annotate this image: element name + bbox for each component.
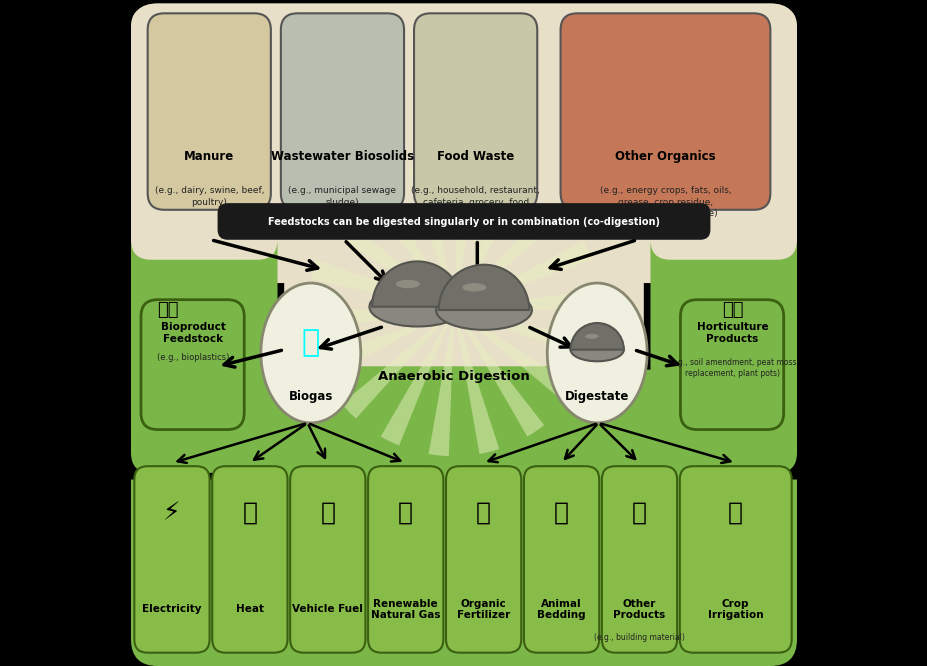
Ellipse shape bbox=[585, 334, 598, 339]
FancyBboxPatch shape bbox=[650, 226, 796, 473]
FancyBboxPatch shape bbox=[134, 466, 210, 653]
Text: Biogas: Biogas bbox=[288, 390, 333, 403]
Text: Wastewater Biosolids: Wastewater Biosolids bbox=[271, 150, 413, 163]
Wedge shape bbox=[453, 310, 499, 454]
Ellipse shape bbox=[369, 287, 464, 326]
Ellipse shape bbox=[570, 338, 623, 361]
Wedge shape bbox=[372, 262, 463, 306]
Wedge shape bbox=[316, 310, 453, 378]
FancyBboxPatch shape bbox=[217, 203, 710, 240]
Wedge shape bbox=[453, 310, 597, 360]
Text: Animal
Bedding: Animal Bedding bbox=[537, 599, 585, 620]
Ellipse shape bbox=[462, 283, 486, 292]
FancyBboxPatch shape bbox=[131, 366, 796, 666]
Text: 🌱🪴: 🌱🪴 bbox=[721, 300, 743, 319]
Wedge shape bbox=[453, 289, 600, 310]
FancyBboxPatch shape bbox=[212, 466, 287, 653]
Text: 🔥: 🔥 bbox=[242, 501, 257, 525]
Text: Vehicle Fuel: Vehicle Fuel bbox=[292, 604, 362, 615]
Text: 🏭: 🏭 bbox=[398, 501, 413, 525]
Text: 🚛: 🚛 bbox=[320, 501, 335, 525]
FancyBboxPatch shape bbox=[650, 7, 796, 260]
FancyBboxPatch shape bbox=[679, 466, 791, 653]
Wedge shape bbox=[307, 310, 453, 330]
Wedge shape bbox=[453, 163, 479, 310]
Wedge shape bbox=[453, 310, 578, 404]
Text: Organic
Fertilizer: Organic Fertilizer bbox=[456, 599, 510, 620]
FancyBboxPatch shape bbox=[602, 466, 677, 653]
FancyBboxPatch shape bbox=[131, 7, 277, 260]
Text: Digestate: Digestate bbox=[565, 390, 629, 403]
Ellipse shape bbox=[547, 283, 646, 423]
Polygon shape bbox=[643, 186, 796, 480]
FancyBboxPatch shape bbox=[560, 13, 769, 210]
FancyBboxPatch shape bbox=[290, 466, 365, 653]
Wedge shape bbox=[363, 182, 453, 310]
Text: (e.g., bioplastics): (e.g., bioplastics) bbox=[157, 353, 229, 362]
Ellipse shape bbox=[396, 280, 419, 288]
FancyBboxPatch shape bbox=[141, 300, 244, 430]
Text: Anaerobic Digestion: Anaerobic Digestion bbox=[377, 370, 529, 383]
Wedge shape bbox=[453, 310, 543, 437]
Text: (e.g., municipal sewage
sludge): (e.g., municipal sewage sludge) bbox=[288, 186, 396, 206]
FancyBboxPatch shape bbox=[147, 13, 271, 210]
FancyBboxPatch shape bbox=[237, 370, 690, 663]
Text: Other
Products: Other Products bbox=[613, 599, 665, 620]
Ellipse shape bbox=[260, 283, 361, 423]
Text: 💧: 💧 bbox=[728, 501, 743, 525]
Wedge shape bbox=[341, 310, 453, 418]
Text: (e.g., building material): (e.g., building material) bbox=[593, 633, 684, 642]
FancyBboxPatch shape bbox=[368, 466, 443, 653]
Text: 🌾: 🌾 bbox=[476, 501, 490, 525]
Ellipse shape bbox=[436, 290, 531, 330]
Text: 🔥: 🔥 bbox=[301, 328, 320, 358]
FancyBboxPatch shape bbox=[679, 300, 782, 430]
Text: Electricity: Electricity bbox=[142, 604, 201, 615]
Text: Food Waste: Food Waste bbox=[437, 150, 514, 163]
Ellipse shape bbox=[756, 246, 823, 393]
Text: 🐄: 🐄 bbox=[553, 501, 568, 525]
Text: (e.g., energy crops, fats, oils,
grease, crop residue,
winery/brewery waste): (e.g., energy crops, fats, oils, grease,… bbox=[599, 186, 730, 218]
Text: Horticulture
Products: Horticulture Products bbox=[696, 322, 768, 344]
Wedge shape bbox=[428, 310, 453, 456]
Text: Manure: Manure bbox=[184, 150, 235, 163]
Wedge shape bbox=[570, 323, 623, 350]
Text: (e.g., soil amendment, peat moss
replacement, plant pots): (e.g., soil amendment, peat moss replace… bbox=[667, 358, 795, 378]
Text: Heat: Heat bbox=[235, 604, 263, 615]
Wedge shape bbox=[380, 310, 453, 446]
FancyBboxPatch shape bbox=[131, 226, 277, 473]
Text: Feedstocks can be digested singularly or in combination (co-digestion): Feedstocks can be digested singularly or… bbox=[268, 216, 659, 227]
Text: 🪑🧴: 🪑🧴 bbox=[157, 300, 178, 319]
Text: (e.g., household, restaurant,
cafeteria, grocery, food
production): (e.g., household, restaurant, cafeteria,… bbox=[411, 186, 540, 218]
Wedge shape bbox=[453, 201, 565, 310]
FancyBboxPatch shape bbox=[446, 466, 521, 653]
Text: ⚡: ⚡ bbox=[163, 501, 181, 525]
Wedge shape bbox=[329, 216, 453, 310]
Ellipse shape bbox=[104, 246, 171, 393]
FancyBboxPatch shape bbox=[237, 10, 690, 283]
Text: Other Organics: Other Organics bbox=[615, 150, 715, 163]
Wedge shape bbox=[311, 260, 453, 310]
Text: Bioproduct
Feedstock: Bioproduct Feedstock bbox=[160, 322, 225, 344]
Wedge shape bbox=[408, 165, 453, 310]
FancyBboxPatch shape bbox=[281, 13, 403, 210]
FancyBboxPatch shape bbox=[131, 7, 796, 440]
Text: 🪵: 🪵 bbox=[631, 501, 646, 525]
FancyBboxPatch shape bbox=[131, 3, 796, 446]
Wedge shape bbox=[438, 264, 528, 310]
Wedge shape bbox=[453, 241, 591, 310]
FancyBboxPatch shape bbox=[524, 466, 599, 653]
Wedge shape bbox=[453, 174, 527, 310]
Polygon shape bbox=[131, 186, 284, 480]
Text: Renewable
Natural Gas: Renewable Natural Gas bbox=[371, 599, 440, 620]
Text: (e.g., dairy, swine, beef,
poultry): (e.g., dairy, swine, beef, poultry) bbox=[154, 186, 263, 206]
FancyBboxPatch shape bbox=[413, 13, 537, 210]
Text: Crop
Irrigation: Crop Irrigation bbox=[707, 599, 763, 620]
